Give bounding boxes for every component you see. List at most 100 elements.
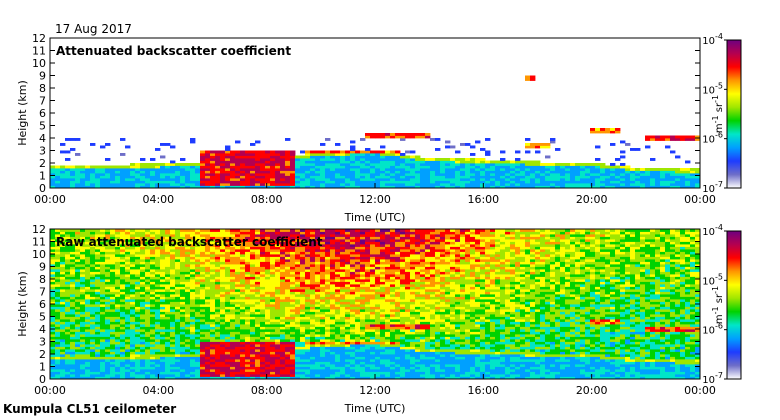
heatmap-cell bbox=[295, 329, 301, 332]
heatmap-cell bbox=[310, 376, 316, 380]
heatmap-cell bbox=[195, 236, 201, 240]
heatmap-cell bbox=[300, 251, 306, 255]
heatmap-cell bbox=[615, 183, 621, 186]
heatmap-cell bbox=[250, 309, 256, 312]
heatmap-cell bbox=[175, 236, 181, 240]
heatmap-cell bbox=[170, 289, 176, 292]
heatmap-cell bbox=[355, 178, 361, 181]
heatmap-cell bbox=[260, 185, 266, 189]
heatmap-cell bbox=[660, 173, 666, 176]
heatmap-cell bbox=[215, 361, 221, 365]
heatmap-cell bbox=[275, 180, 281, 184]
heatmap-cell bbox=[215, 163, 221, 166]
heatmap-cell bbox=[250, 279, 256, 282]
heatmap-cell bbox=[160, 321, 166, 325]
heatmap-cell bbox=[230, 294, 236, 297]
heatmap-cell bbox=[165, 349, 171, 352]
heatmap-cell bbox=[120, 326, 126, 330]
heatmap-cell bbox=[50, 274, 56, 277]
heatmap-cell bbox=[390, 150, 396, 154]
heatmap-cell bbox=[680, 135, 686, 139]
heatmap-cell bbox=[530, 178, 536, 181]
heatmap-cell bbox=[50, 256, 56, 260]
heatmap-cell bbox=[175, 259, 181, 262]
heatmap-cell bbox=[405, 175, 411, 179]
heatmap-cell bbox=[245, 314, 251, 317]
heatmap-cell bbox=[360, 168, 366, 171]
heatmap-cell bbox=[400, 133, 406, 136]
heatmap-cell bbox=[440, 175, 446, 179]
heatmap-cell bbox=[80, 311, 86, 315]
heatmap-cell bbox=[175, 361, 181, 365]
heatmap-cell bbox=[110, 371, 116, 375]
heatmap-cell bbox=[300, 376, 306, 380]
heatmap-cell bbox=[190, 271, 196, 275]
heatmap-cell bbox=[245, 168, 251, 171]
heatmap-cell bbox=[305, 364, 311, 367]
heatmap-cell bbox=[220, 163, 226, 166]
heatmap-cell bbox=[145, 173, 151, 176]
heatmap-cell bbox=[430, 183, 436, 186]
heatmap-cell bbox=[225, 331, 231, 335]
heatmap-cell bbox=[280, 366, 286, 370]
heatmap-cell bbox=[230, 334, 236, 337]
heatmap-cell bbox=[145, 319, 151, 322]
heatmap-cell bbox=[220, 246, 226, 250]
heatmap-cell bbox=[690, 175, 696, 179]
heatmap-cell bbox=[555, 170, 561, 174]
heatmap-cell bbox=[240, 276, 246, 280]
heatmap-cell bbox=[85, 314, 91, 317]
heatmap-cell bbox=[315, 284, 321, 287]
heatmap-cell bbox=[415, 133, 421, 136]
heatmap-cell bbox=[100, 284, 106, 287]
heatmap-cell bbox=[295, 271, 301, 275]
heatmap-cell bbox=[290, 309, 296, 312]
heatmap-cell bbox=[195, 178, 201, 181]
heatmap-cell bbox=[275, 284, 281, 287]
heatmap-cell bbox=[275, 170, 281, 174]
heatmap-cell bbox=[355, 175, 361, 179]
heatmap-cell bbox=[625, 185, 631, 189]
heatmap-cell bbox=[170, 180, 176, 184]
heatmap-cell bbox=[425, 158, 431, 161]
heatmap-cell bbox=[165, 175, 171, 179]
heatmap-cell bbox=[640, 180, 646, 184]
heatmap-cell bbox=[255, 239, 261, 242]
heatmap-cell bbox=[125, 371, 131, 375]
heatmap-cell bbox=[95, 178, 101, 181]
heatmap-cell bbox=[255, 269, 261, 272]
heatmap-cell bbox=[305, 234, 311, 237]
heatmap-cell bbox=[315, 251, 321, 255]
heatmap-cell bbox=[160, 274, 166, 277]
heatmap-cell bbox=[160, 366, 166, 370]
heatmap-cell bbox=[165, 321, 171, 325]
heatmap-cell bbox=[100, 294, 106, 297]
heatmap-cell bbox=[545, 145, 551, 149]
heatmap-cell bbox=[265, 150, 271, 154]
heatmap-cell bbox=[665, 185, 671, 189]
heatmap-cell bbox=[655, 175, 661, 179]
heatmap-cell bbox=[70, 276, 76, 280]
heatmap-cell bbox=[85, 334, 91, 337]
heatmap-cell bbox=[165, 319, 171, 322]
heatmap-cell bbox=[550, 175, 556, 179]
heatmap-cell bbox=[300, 175, 306, 179]
heatmap-cell bbox=[145, 231, 151, 235]
heatmap-cell bbox=[225, 234, 231, 237]
heatmap-cell bbox=[665, 138, 671, 141]
heatmap-cell bbox=[375, 165, 381, 169]
heatmap-cell bbox=[650, 180, 656, 184]
heatmap-cell bbox=[255, 306, 261, 310]
heatmap-cell bbox=[215, 346, 221, 350]
heatmap-cell bbox=[115, 173, 121, 176]
heatmap-cell bbox=[115, 331, 121, 335]
heatmap-cell bbox=[185, 168, 191, 171]
heatmap-cell bbox=[50, 269, 56, 272]
heatmap-cell bbox=[235, 178, 241, 181]
heatmap-cell bbox=[245, 271, 251, 275]
heatmap-cell bbox=[570, 175, 576, 179]
heatmap-cell bbox=[145, 294, 151, 297]
heatmap-cell bbox=[280, 336, 286, 340]
heatmap-cell bbox=[255, 376, 261, 380]
heatmap-cell bbox=[195, 374, 201, 377]
